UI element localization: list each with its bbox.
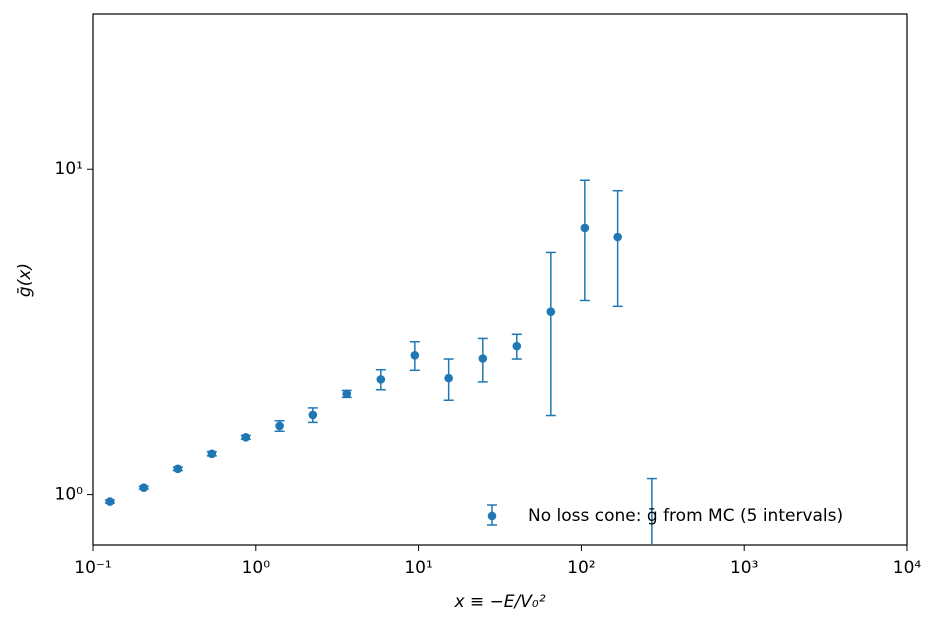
data-point: [580, 223, 590, 233]
legend-label: No loss cone: ḡ from MC (5 intervals): [528, 506, 843, 526]
data-point: [308, 410, 318, 420]
data-point: [342, 389, 352, 399]
y-tick-label: 10⁰: [55, 485, 84, 505]
data-point: [444, 373, 453, 383]
data-point: [648, 603, 657, 612]
data-point: [410, 351, 420, 360]
data-point: [478, 354, 488, 363]
plot-area: [104, 179, 657, 612]
plot-frame: [92, 13, 908, 546]
data-point: [241, 433, 251, 442]
x-tick-label: 10²: [567, 558, 595, 578]
y-axis-label: ḡ(x): [15, 263, 35, 297]
data-point: [546, 307, 556, 316]
data-point: [207, 449, 217, 459]
x-axis-label: x ≡ −E/V₀²: [453, 592, 545, 612]
x-tick-label: 10⁻¹: [74, 558, 111, 578]
x-tick-label: 10¹: [404, 558, 432, 578]
data-point: [613, 232, 622, 242]
data-point: [139, 483, 149, 493]
data-point: [105, 497, 115, 506]
data-point: [173, 464, 183, 474]
data-point: [275, 421, 284, 431]
data-point: [376, 375, 386, 384]
legend-marker: [487, 511, 497, 521]
y-tick-label: 10¹: [55, 159, 83, 179]
x-tick-label: 10⁰: [242, 558, 271, 578]
x-tick-label: 10⁴: [893, 558, 922, 578]
x-tick-label: 10³: [730, 558, 758, 578]
data-point: [512, 341, 522, 351]
